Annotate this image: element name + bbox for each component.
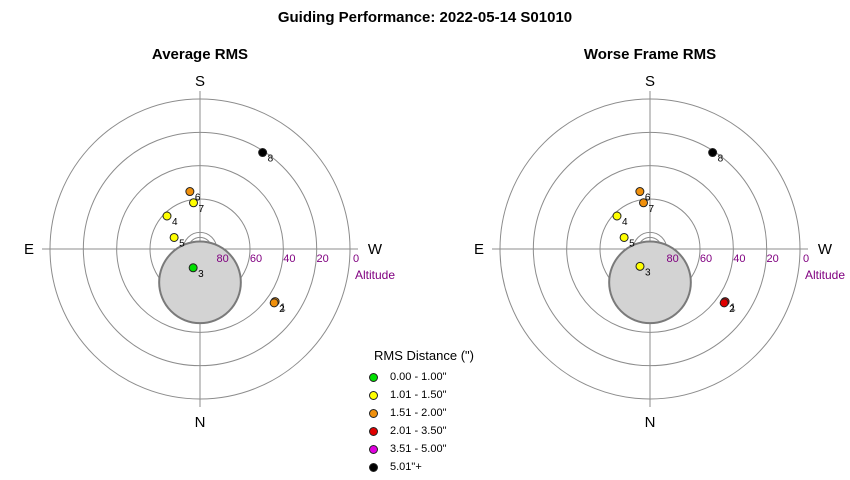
legend-label: 1.51 - 2.00" — [390, 407, 447, 419]
data-point-label: 6 — [195, 193, 201, 204]
figure-title: Guiding Performance: 2022-05-14 S01010 — [277, 9, 573, 26]
data-point-label: 5 — [179, 238, 185, 249]
data-point-label: 6 — [645, 193, 651, 204]
legend-item: 5.01"+ — [366, 458, 486, 476]
data-point — [639, 198, 649, 208]
data-point — [635, 261, 645, 271]
legend-swatch — [369, 408, 378, 418]
data-point — [162, 211, 172, 221]
data-point — [188, 263, 198, 273]
legend-swatch — [369, 444, 378, 454]
data-point-label: 5 — [629, 238, 635, 249]
altitude-tick-label: 20 — [317, 253, 329, 265]
compass-west-label: W — [818, 241, 833, 258]
data-point-label: 7 — [649, 204, 655, 215]
average-rms-plot: Average RMS S N E W 80 60 40 20 0 Altitude 12 3 45 67 8 — [24, 46, 395, 431]
compass-west-label: W — [368, 241, 383, 258]
legend-swatch — [369, 372, 378, 382]
legend-items: 0.00 - 1.00" 1.01 - 1.50" 1.51 - 2.00" 2.01… — [366, 368, 486, 476]
legend-swatch — [369, 426, 378, 436]
data-point — [269, 298, 279, 308]
data-point — [708, 148, 718, 158]
data-point — [619, 232, 629, 242]
obstruction-disk — [608, 240, 692, 325]
legend-item: 1.51 - 2.00" — [366, 404, 486, 422]
compass-north-label: N — [645, 414, 656, 431]
compass-south-label: S — [645, 73, 655, 90]
altitude-axis-label: Altitude — [355, 268, 395, 282]
altitude-tick-label: 0 — [353, 253, 359, 265]
legend-label: 0.00 - 1.00" — [390, 371, 447, 383]
data-point — [169, 232, 179, 242]
compass-east-label: E — [24, 241, 34, 258]
legend-item: 2.01 - 3.50" — [366, 422, 486, 440]
legend-item: 0.00 - 1.00" — [366, 368, 486, 386]
legend-swatch — [369, 462, 378, 472]
plot-title: Worse Frame RMS — [584, 46, 716, 63]
data-point-label: 8 — [268, 154, 274, 165]
data-point-label: 1 — [280, 303, 286, 314]
altitude-tick-label: 40 — [733, 253, 745, 265]
data-point — [185, 187, 195, 197]
rms-legend: RMS Distance (") 0.00 - 1.00" 1.01 - 1.50… — [366, 348, 486, 476]
data-point-label: 4 — [172, 217, 178, 228]
legend-label: 5.01"+ — [390, 461, 422, 473]
worse-frame-rms-plot: Worse Frame RMS S N E W 80 60 40 20 0 Altitude 12 3 4… — [474, 46, 845, 431]
legend-swatch — [369, 390, 378, 400]
data-point-label: 3 — [198, 269, 204, 280]
data-point — [719, 298, 729, 308]
legend-title: RMS Distance (") — [374, 348, 474, 363]
legend-label: 2.01 - 3.50" — [390, 425, 447, 437]
altitude-tick-label: 80 — [667, 253, 679, 265]
legend-item: 1.01 - 1.50" — [366, 386, 486, 404]
altitude-tick-label: 80 — [217, 253, 229, 265]
altitude-tick-label: 40 — [283, 253, 295, 265]
altitude-axis-label: Altitude — [805, 268, 845, 282]
altitude-tick-label: 60 — [250, 253, 262, 265]
compass-south-label: S — [195, 73, 205, 90]
legend-item: 3.51 - 5.00" — [366, 440, 486, 458]
altitude-tick-label: 20 — [767, 253, 779, 265]
data-point-label: 2 — [279, 304, 285, 315]
data-point-label: 2 — [729, 304, 735, 315]
data-point — [189, 198, 199, 208]
legend-label: 1.01 - 1.50" — [390, 389, 447, 401]
plot-title: Average RMS — [152, 46, 248, 63]
data-point — [635, 187, 645, 197]
data-point-label: 4 — [622, 217, 628, 228]
compass-east-label: E — [474, 241, 484, 258]
data-point — [258, 148, 268, 158]
data-point-label: 7 — [199, 204, 205, 215]
data-point-label: 8 — [718, 154, 724, 165]
altitude-tick-label: 0 — [803, 253, 809, 265]
obstruction-disk — [158, 240, 242, 325]
data-point-label: 3 — [645, 267, 651, 278]
data-point — [612, 211, 622, 221]
legend-label: 3.51 - 5.00" — [390, 443, 447, 455]
data-point-label: 1 — [730, 303, 736, 314]
compass-north-label: N — [195, 414, 206, 431]
altitude-tick-label: 60 — [700, 253, 712, 265]
